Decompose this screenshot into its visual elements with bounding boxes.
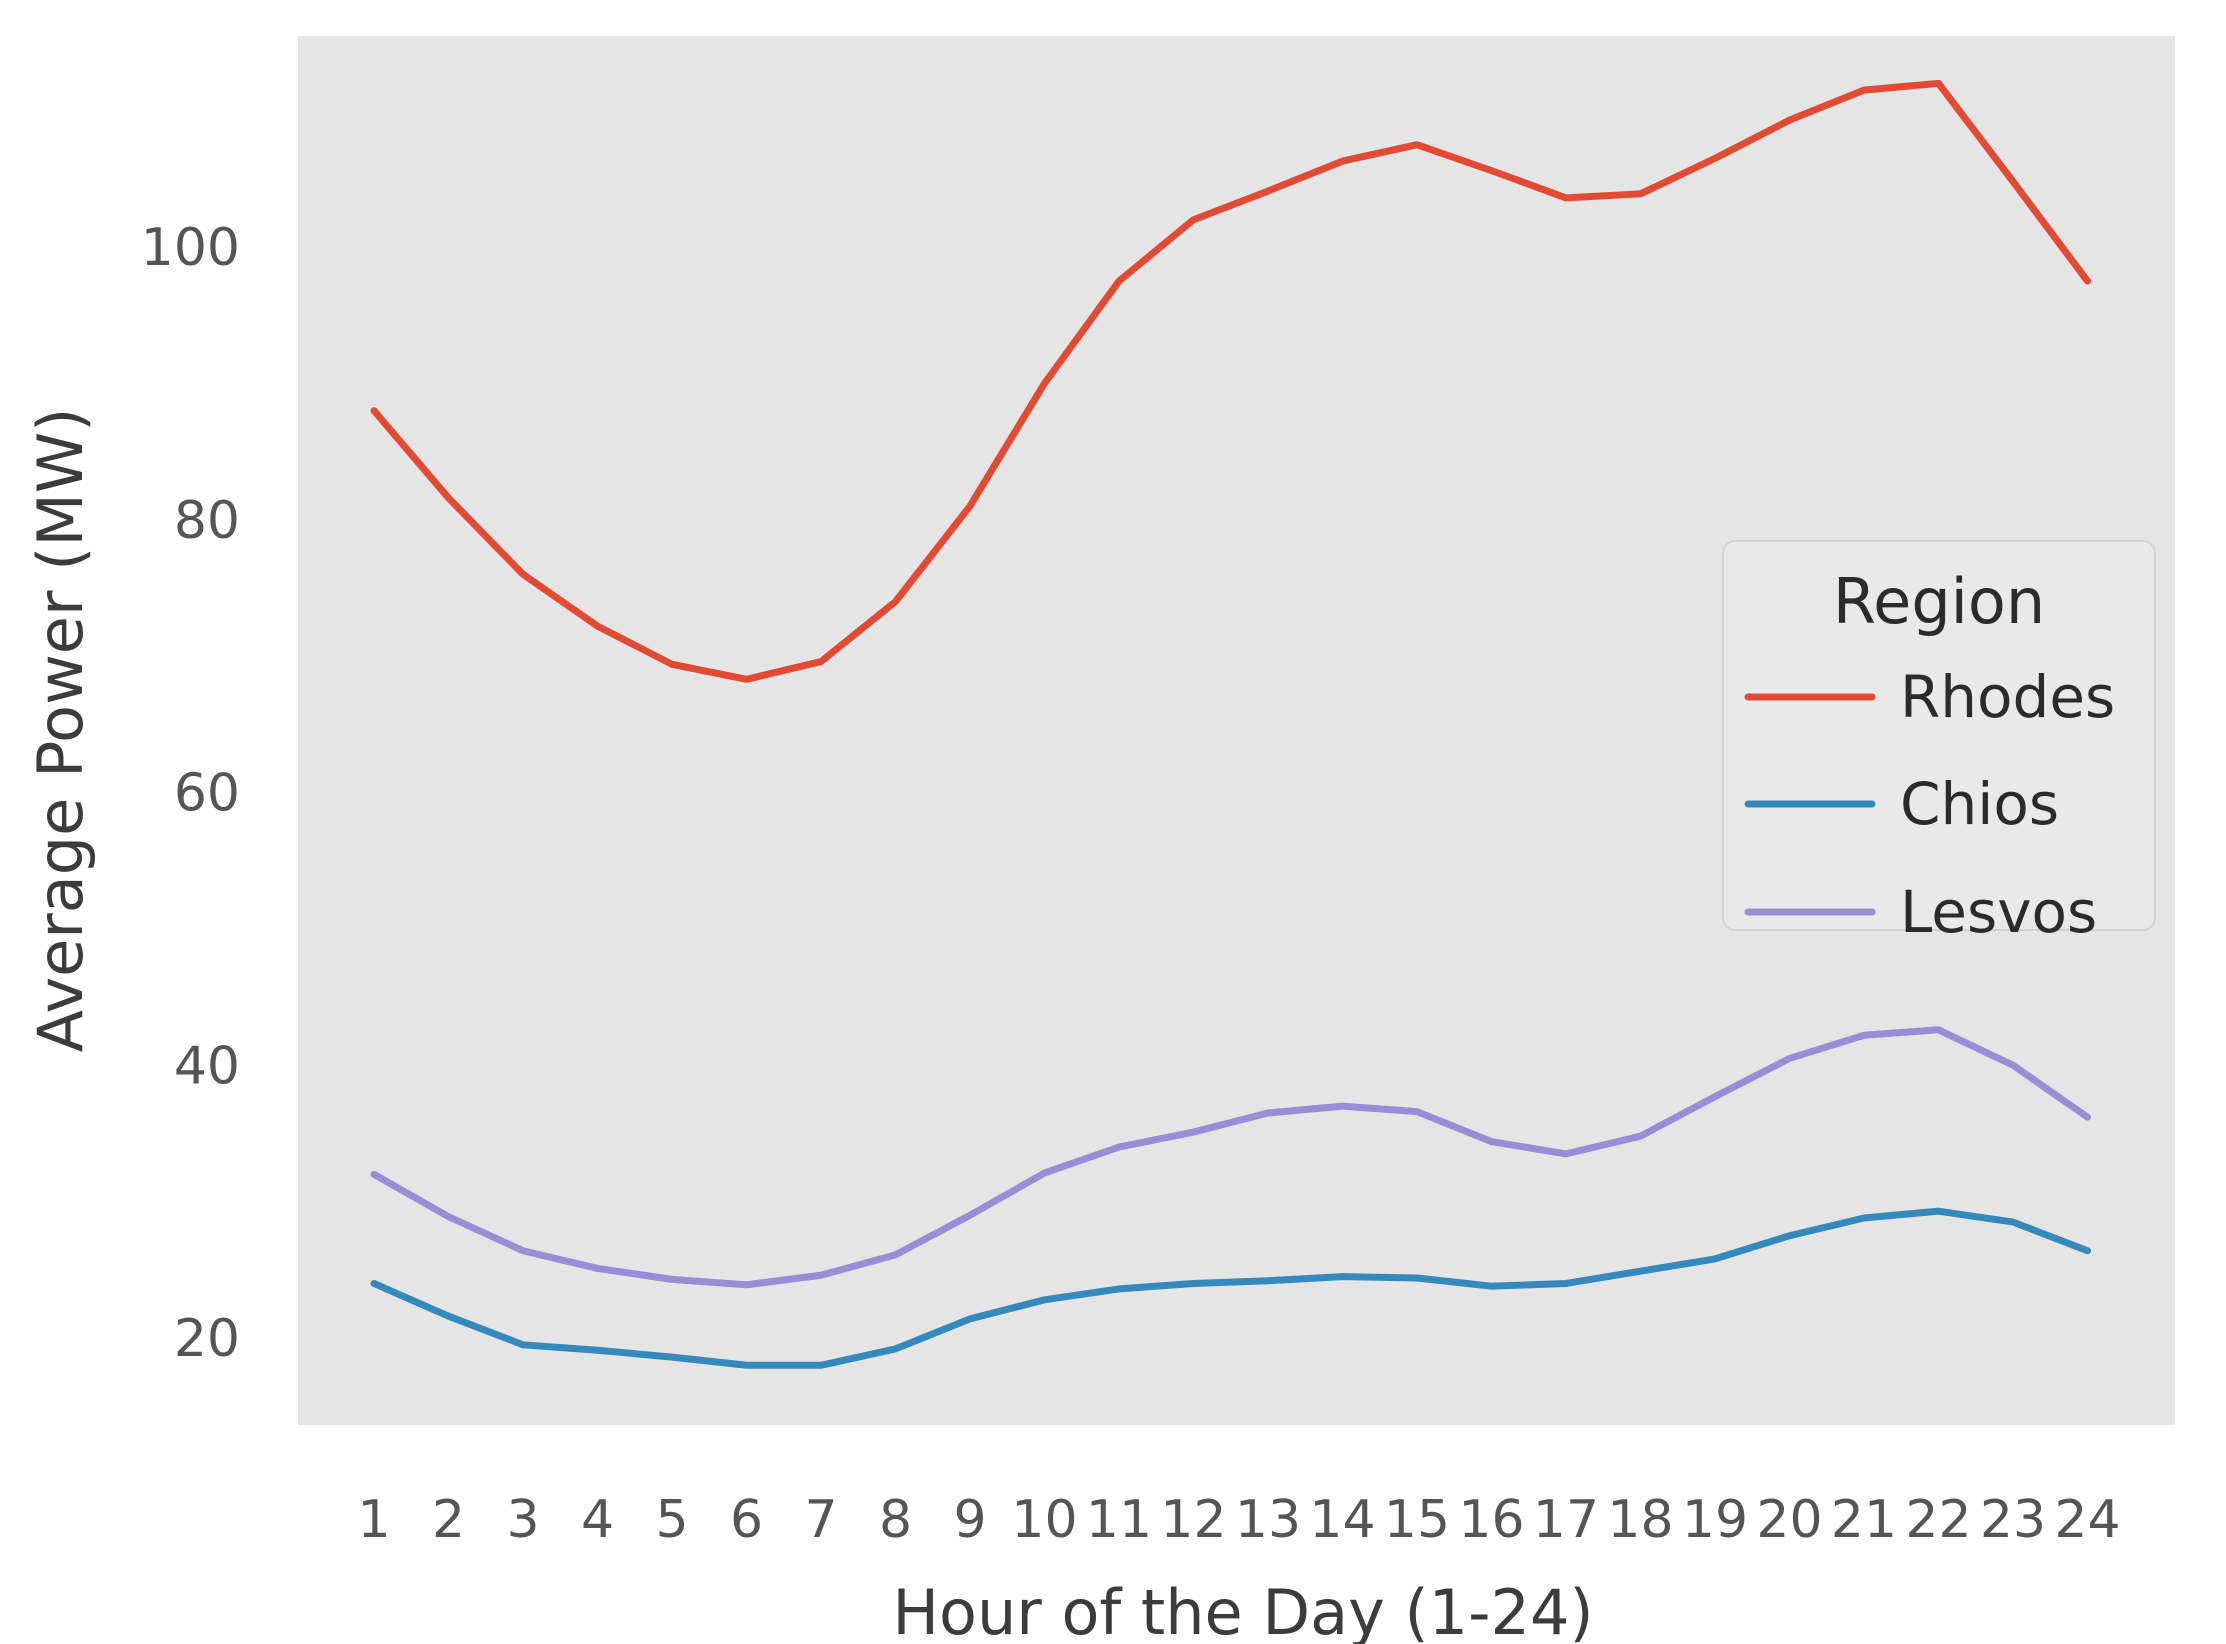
series-line-lesvos (370, 1026, 2091, 1289)
x-tick-label-1: 1 (357, 1490, 390, 1550)
y-tick-label-20: 20 (174, 1309, 240, 1369)
series-line-chios (370, 1207, 2091, 1369)
x-tick-label-13: 13 (1235, 1490, 1301, 1550)
x-tick-label-19: 19 (1682, 1490, 1748, 1550)
x-tick-label-7: 7 (804, 1490, 837, 1550)
series-lines (370, 79, 2091, 1369)
x-tick-label-4: 4 (581, 1490, 614, 1550)
x-tick-label-2: 2 (432, 1490, 465, 1550)
x-axis-label: Hour of the Day (1-24) (892, 1576, 1593, 1644)
legend-label-lesvos: Lesvos (1900, 878, 2097, 946)
legend-label-chios: Chios (1900, 770, 2059, 838)
x-tick-label-15: 15 (1384, 1490, 1450, 1550)
x-tick-label-12: 12 (1160, 1490, 1226, 1550)
y-tick-label-100: 100 (141, 218, 240, 278)
x-tick-label-5: 5 (655, 1490, 688, 1550)
x-tick-label-14: 14 (1309, 1490, 1375, 1550)
y-axis-label: Average Power (MW) (24, 408, 97, 1053)
y-tick-label-60: 60 (174, 764, 240, 824)
x-tick-label-3: 3 (506, 1490, 539, 1550)
x-tick-label-23: 23 (1980, 1490, 2046, 1550)
legend: Region Rhodes Chios Lesvos (1722, 540, 2156, 946)
y-tick-label-80: 80 (174, 491, 240, 551)
x-tick-label-17: 17 (1533, 1490, 1599, 1550)
x-tick-label-20: 20 (1756, 1490, 1822, 1550)
y-axis-ticks: 20 40 60 80 100 (141, 218, 240, 1369)
series-line-rhodes (370, 79, 2091, 683)
x-tick-label-16: 16 (1458, 1490, 1524, 1550)
x-tick-label-21: 21 (1831, 1490, 1897, 1550)
x-tick-label-24: 24 (2054, 1490, 2120, 1550)
x-tick-label-22: 22 (1905, 1490, 1971, 1550)
legend-title: Region (1833, 565, 2045, 638)
x-tick-label-18: 18 (1607, 1490, 1673, 1550)
x-tick-label-10: 10 (1011, 1490, 1077, 1550)
y-tick-label-40: 40 (174, 1036, 240, 1096)
x-tick-label-9: 9 (953, 1490, 986, 1550)
legend-box (1722, 540, 2156, 931)
x-axis-ticks: 1 2 3 4 5 6 7 8 9 10 11 12 13 14 15 16 17 18 19 20 21 22 23 24 (357, 1490, 2120, 1550)
x-tick-label-8: 8 (879, 1490, 912, 1550)
x-tick-label-11: 11 (1086, 1490, 1152, 1550)
legend-label-rhodes: Rhodes (1900, 663, 2115, 731)
x-tick-label-6: 6 (730, 1490, 763, 1550)
